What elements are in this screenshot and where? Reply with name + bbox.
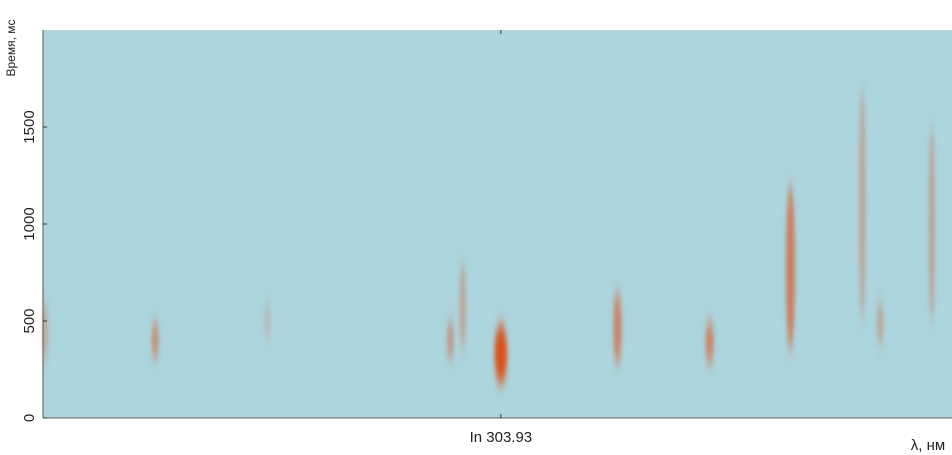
emission-streak xyxy=(265,301,270,341)
y-axis-label: Время, мс xyxy=(4,19,18,76)
emission-streak xyxy=(928,127,935,321)
y-tick-label: 1000 xyxy=(21,207,38,240)
y-tick-label: 1500 xyxy=(21,110,38,143)
emission-streak xyxy=(42,301,48,360)
y-tick-label: 500 xyxy=(21,308,38,333)
emission-streak xyxy=(494,324,508,384)
emission-streak xyxy=(859,88,866,321)
emission-streak xyxy=(705,321,714,364)
emission-streak xyxy=(785,185,795,351)
emission-streak xyxy=(151,321,159,360)
y-tick-label: 0 xyxy=(21,414,38,422)
emission-streak xyxy=(877,301,884,345)
emission-streak xyxy=(613,291,622,364)
x-tick-label: In 303.93 xyxy=(470,429,533,446)
emission-streak xyxy=(446,321,454,360)
emission-streak xyxy=(459,262,466,351)
x-axis-label: λ, нм xyxy=(911,437,945,454)
